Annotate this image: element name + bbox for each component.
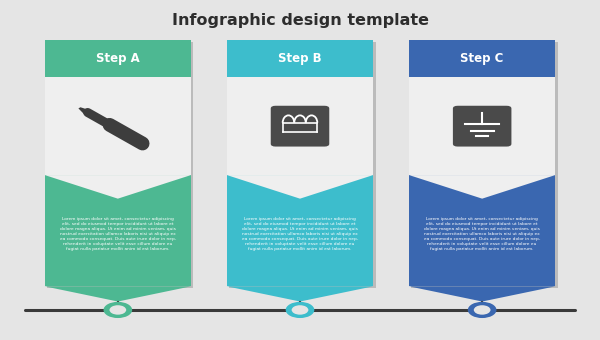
Bar — [227, 40, 373, 77]
Bar — [44, 40, 191, 77]
Text: Infographic design template: Infographic design template — [172, 13, 428, 28]
Circle shape — [109, 305, 126, 314]
FancyBboxPatch shape — [271, 106, 329, 147]
Bar — [44, 77, 191, 175]
Circle shape — [104, 302, 132, 318]
Polygon shape — [227, 286, 373, 302]
Polygon shape — [409, 175, 556, 199]
Bar — [229, 42, 376, 288]
Circle shape — [286, 302, 314, 318]
Bar — [47, 42, 193, 288]
Bar — [44, 175, 191, 286]
Polygon shape — [44, 286, 191, 302]
Circle shape — [468, 302, 496, 318]
Text: Lorem ipsum dolor sit amet, consectetur adipiscing
elit, sed do eiusmod tempor i: Lorem ipsum dolor sit amet, consectetur … — [59, 217, 176, 251]
Text: Step B: Step B — [278, 52, 322, 65]
Text: Lorem ipsum dolor sit amet, consectetur adipiscing
elit, sed do eiusmod tempor i: Lorem ipsum dolor sit amet, consectetur … — [242, 217, 358, 251]
Bar — [227, 77, 373, 175]
Circle shape — [474, 305, 491, 314]
Bar — [409, 77, 556, 175]
Text: Lorem ipsum dolor sit amet, consectetur adipiscing
elit, sed do eiusmod tempor i: Lorem ipsum dolor sit amet, consectetur … — [424, 217, 541, 251]
Text: Step A: Step A — [96, 52, 140, 65]
Polygon shape — [409, 286, 556, 302]
Bar — [412, 42, 558, 288]
Text: Step C: Step C — [460, 52, 504, 65]
Circle shape — [292, 305, 308, 314]
Polygon shape — [44, 175, 191, 199]
Polygon shape — [79, 107, 91, 114]
Bar — [227, 175, 373, 286]
Bar — [409, 40, 556, 77]
FancyBboxPatch shape — [453, 106, 511, 147]
Bar — [409, 175, 556, 286]
Polygon shape — [227, 175, 373, 199]
